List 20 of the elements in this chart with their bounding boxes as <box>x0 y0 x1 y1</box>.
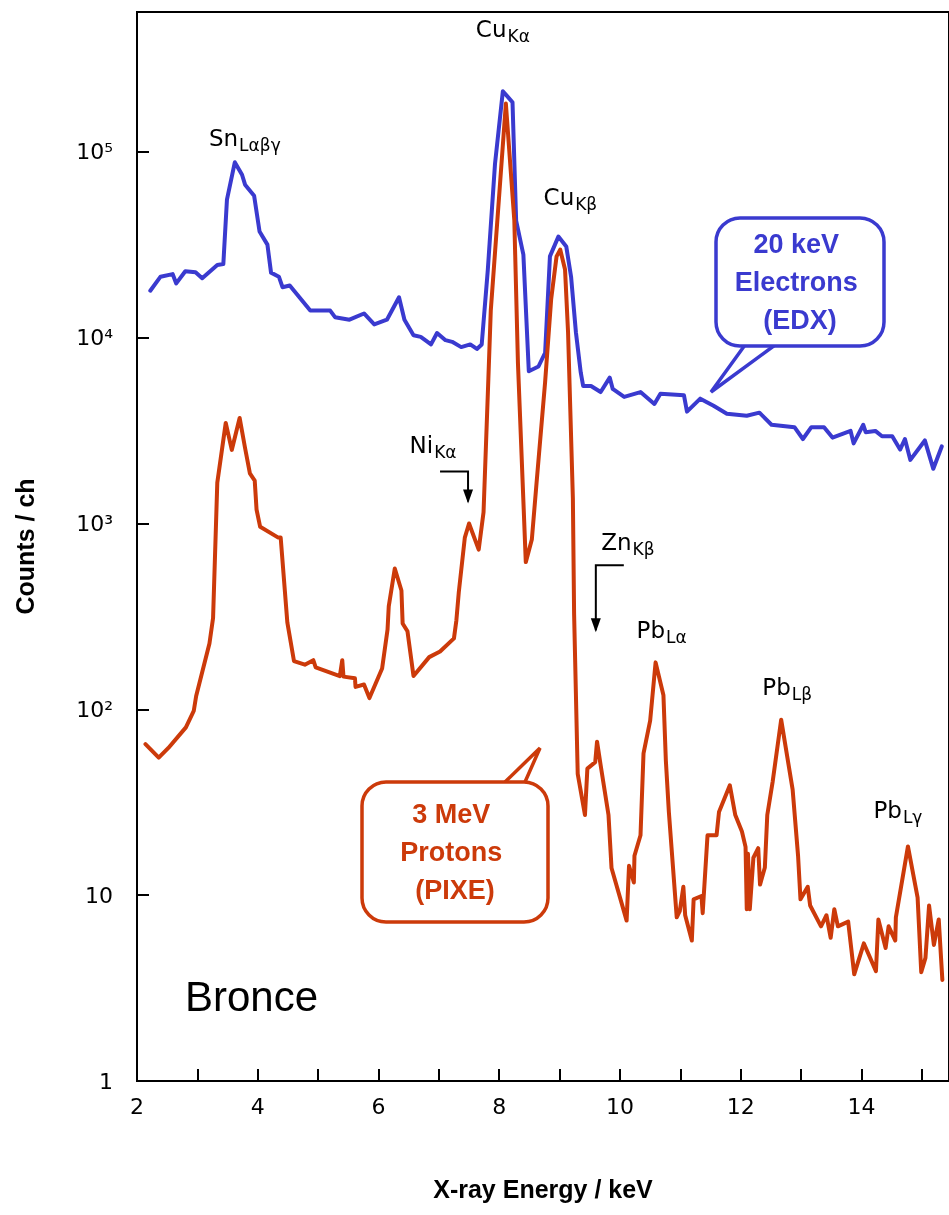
y-tick-label: 10⁴ <box>76 325 114 351</box>
y-tick-label: 10² <box>76 696 113 722</box>
legend-label: 3 MeV Protons (PIXE) <box>400 799 510 905</box>
x-tick-label: 14 <box>847 1093 876 1119</box>
x-tick-label: 2 <box>130 1093 144 1119</box>
x-tick-label: 4 <box>250 1093 265 1119</box>
line-series <box>143 101 945 982</box>
line-series <box>148 89 944 471</box>
x-tick-label: 8 <box>492 1093 507 1119</box>
y-tick-label: 10 <box>85 882 113 908</box>
x-tick-label: 10 <box>605 1093 634 1119</box>
x-tick-label: 12 <box>726 1093 755 1119</box>
y-axis-title: Counts / ch <box>10 478 39 615</box>
x-tick-label: 6 <box>371 1093 386 1119</box>
y-tick-label: 10⁵ <box>76 139 113 165</box>
y-tick-label: 10³ <box>76 511 113 537</box>
text: 20 keV Electrons (EDX) <box>734 229 866 335</box>
x-axis-title: X-ray Energy / keV <box>433 1174 654 1203</box>
y-tick-label: 1 <box>99 1068 113 1094</box>
annotation: Bronce <box>185 972 319 1020</box>
